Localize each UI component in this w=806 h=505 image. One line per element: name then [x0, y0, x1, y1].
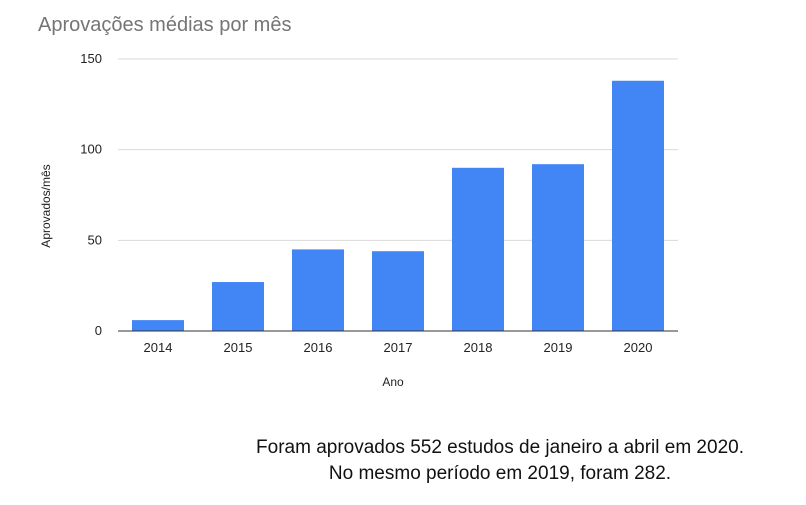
- x-tick-label: 2015: [224, 340, 253, 355]
- bar-2019: [532, 164, 584, 331]
- bar-2016: [292, 249, 344, 331]
- x-tick-label: 2014: [144, 340, 173, 355]
- bar-2018: [452, 167, 504, 331]
- bar-2014: [132, 320, 184, 331]
- y-tick-label: 0: [95, 323, 102, 338]
- x-axis-label: Ano: [382, 375, 404, 389]
- x-tick-labels: 2014 2015 2016 2017 2018 2019 2020: [144, 340, 653, 355]
- x-tick-label: 2020: [624, 340, 653, 355]
- y-tick-labels: 0 50 100 150: [80, 51, 102, 338]
- bar-chart: Aprovações médias por mês 0 50 100 150 2014…: [38, 14, 678, 389]
- y-axis-label: Aprovados/mês: [39, 164, 53, 247]
- chart-title: Aprovações médias por mês: [38, 14, 291, 36]
- x-tick-label: 2016: [304, 340, 333, 355]
- x-tick-label: 2018: [464, 340, 493, 355]
- bars: [132, 80, 664, 331]
- y-tick-label: 50: [88, 232, 102, 247]
- caption-line-1: Foram aprovados 552 estudos de janeiro a…: [256, 437, 744, 458]
- bar-2015: [212, 282, 264, 331]
- x-tick-label: 2017: [384, 340, 413, 355]
- bar-2020: [612, 80, 664, 331]
- y-tick-label: 100: [80, 142, 102, 157]
- gridlines: [118, 58, 678, 241]
- y-tick-label: 150: [80, 51, 102, 66]
- x-tick-label: 2019: [544, 340, 573, 355]
- caption-line-2: No mesmo período em 2019, foram 282.: [328, 463, 672, 484]
- bar-2017: [372, 251, 424, 331]
